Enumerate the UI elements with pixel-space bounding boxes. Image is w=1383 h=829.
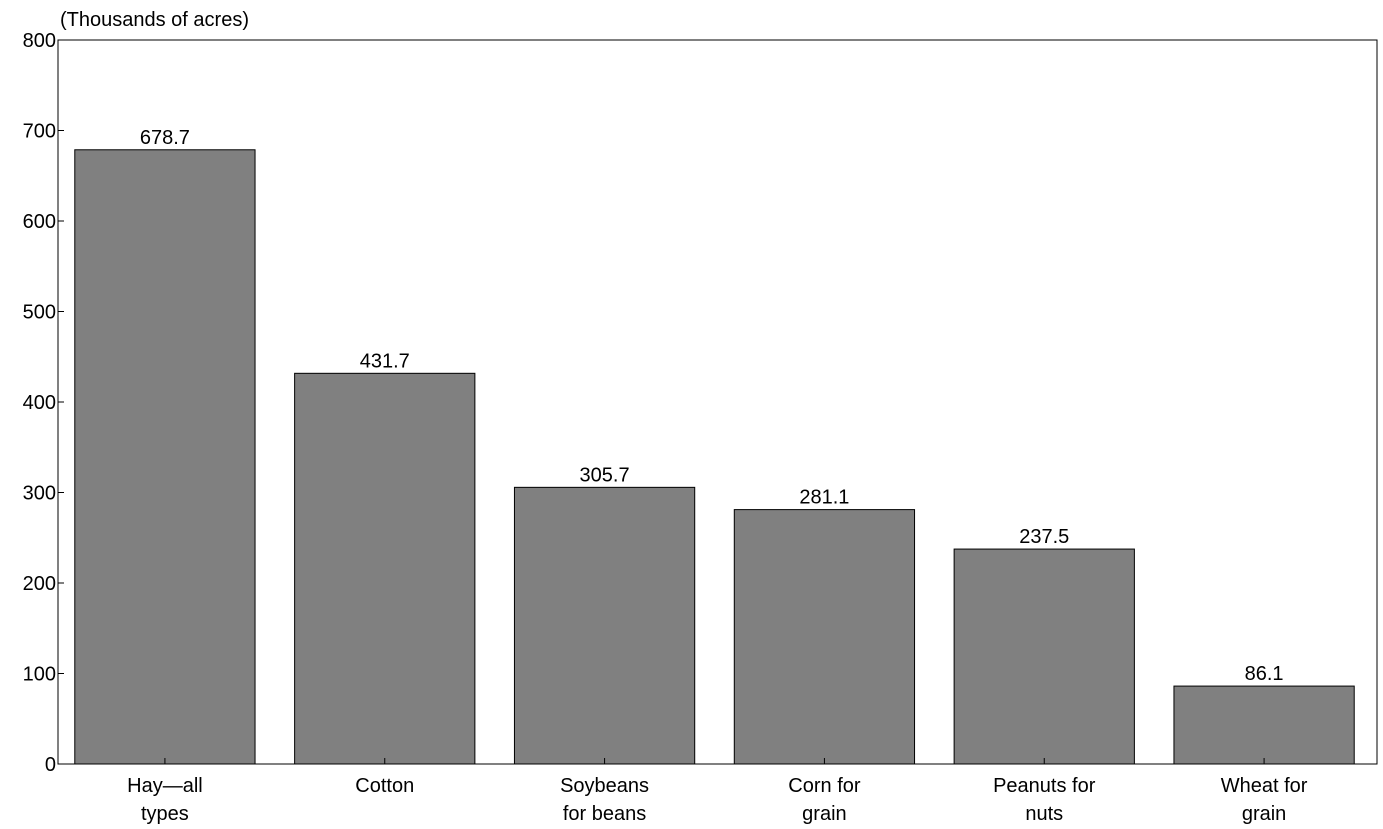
x-category-label: nuts (1025, 803, 1063, 825)
x-category-label: Cotton (355, 775, 414, 797)
x-category-label: for beans (563, 803, 646, 825)
y-tick-label: 0 (45, 754, 56, 776)
y-tick-label: 600 (23, 211, 56, 233)
x-category-label: grain (802, 803, 846, 825)
y-tick-label: 800 (23, 30, 56, 52)
y-tick-label: 700 (23, 121, 56, 143)
bar-value-label: 305.7 (580, 464, 630, 486)
bar-value-label: 678.7 (140, 127, 190, 149)
y-tick-label: 100 (23, 664, 56, 686)
y-axis-unit-label: (Thousands of acres) (60, 9, 249, 31)
x-category-label: Hay—all (127, 775, 203, 797)
y-axis: 0 100 200 300 400 500 600 700 800 (23, 30, 64, 776)
y-tick-label: 500 (23, 302, 56, 324)
bar (1173, 685, 1355, 765)
bar-value-label: 86.1 (1245, 663, 1284, 685)
bar-value-label: 237.5 (1019, 526, 1069, 548)
bar (74, 149, 256, 765)
x-axis: Hay—all types Cotton Soybeans for beans Corn … (127, 758, 1308, 825)
y-tick-label: 200 (23, 573, 56, 595)
x-category-label: grain (1242, 803, 1286, 825)
y-tick-label: 400 (23, 392, 56, 414)
y-tick-label: 300 (23, 483, 56, 505)
x-category-label: Peanuts for (993, 775, 1096, 797)
bar (733, 509, 916, 765)
bar-value-label: 281.1 (799, 487, 849, 509)
x-category-label: types (141, 803, 189, 825)
x-category-label: Wheat for (1221, 775, 1308, 797)
bars: 678.7 431.7 305.7 281.1 237.5 86.1 (74, 127, 1355, 765)
bar (513, 486, 696, 765)
bar-value-label: 431.7 (360, 350, 410, 372)
x-category-label: Corn for (788, 775, 861, 797)
x-category-label: Soybeans (560, 775, 649, 797)
bar (953, 548, 1135, 765)
plot-frame (57, 39, 1378, 765)
bar (294, 372, 476, 765)
